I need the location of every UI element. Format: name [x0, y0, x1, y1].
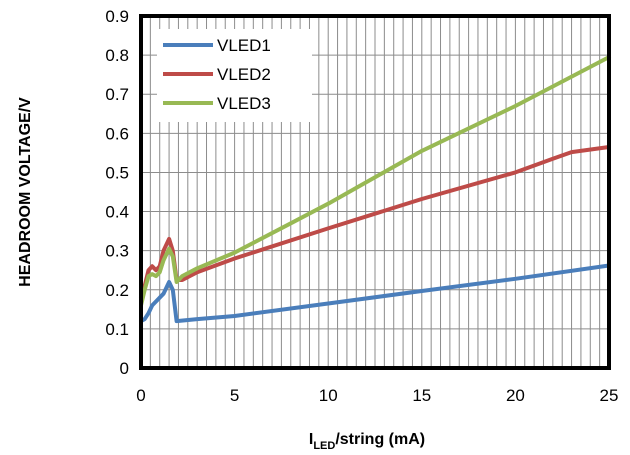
y-tick-label: 0.9 — [105, 7, 129, 26]
legend: VLED1 VLED2 VLED3 — [157, 29, 312, 122]
legend-label-vled3: VLED3 — [217, 94, 271, 113]
y-tick-label: 0.6 — [105, 124, 129, 143]
x-axis-title: ILED/string (mA) — [309, 431, 425, 452]
x-tick-label: 15 — [412, 386, 431, 405]
y-tick-label: 0.4 — [105, 203, 129, 222]
y-axis-tick-labels: 0 0.1 0.2 0.3 0.4 0.5 0.6 0.7 0.8 0.9 — [105, 7, 129, 378]
x-tick-label: 0 — [136, 386, 145, 405]
legend-label-vled2: VLED2 — [217, 65, 271, 84]
x-tick-label: 25 — [600, 386, 619, 405]
y-axis-title: HEADROOM VOLTAGE/V — [17, 97, 34, 287]
plot-area-frame — [139, 14, 611, 370]
series-lines — [139, 55, 611, 324]
legend-label-vled1: VLED1 — [217, 36, 271, 55]
y-tick-label: 0.7 — [105, 85, 129, 104]
y-tick-label: 0.3 — [105, 242, 129, 261]
x-axis-title-suffix: /string (mA) — [335, 431, 425, 448]
y-tick-label: 0 — [120, 359, 129, 378]
x-axis-tick-labels: 0 5 10 15 20 25 — [136, 386, 618, 405]
y-tick-label: 0.1 — [105, 320, 129, 339]
x-tick-label: 10 — [319, 386, 338, 405]
y-tick-label: 0.2 — [105, 281, 129, 300]
x-tick-label: 20 — [506, 386, 525, 405]
series-line-vled3 — [139, 55, 611, 308]
y-tick-label: 0.5 — [105, 163, 129, 182]
x-axis-title-base: I — [309, 431, 313, 448]
y-tick-label: 0.8 — [105, 46, 129, 65]
x-axis-title-subscript: LED — [313, 440, 335, 452]
series-line-vled1 — [139, 263, 611, 324]
x-tick-label: 5 — [230, 386, 239, 405]
